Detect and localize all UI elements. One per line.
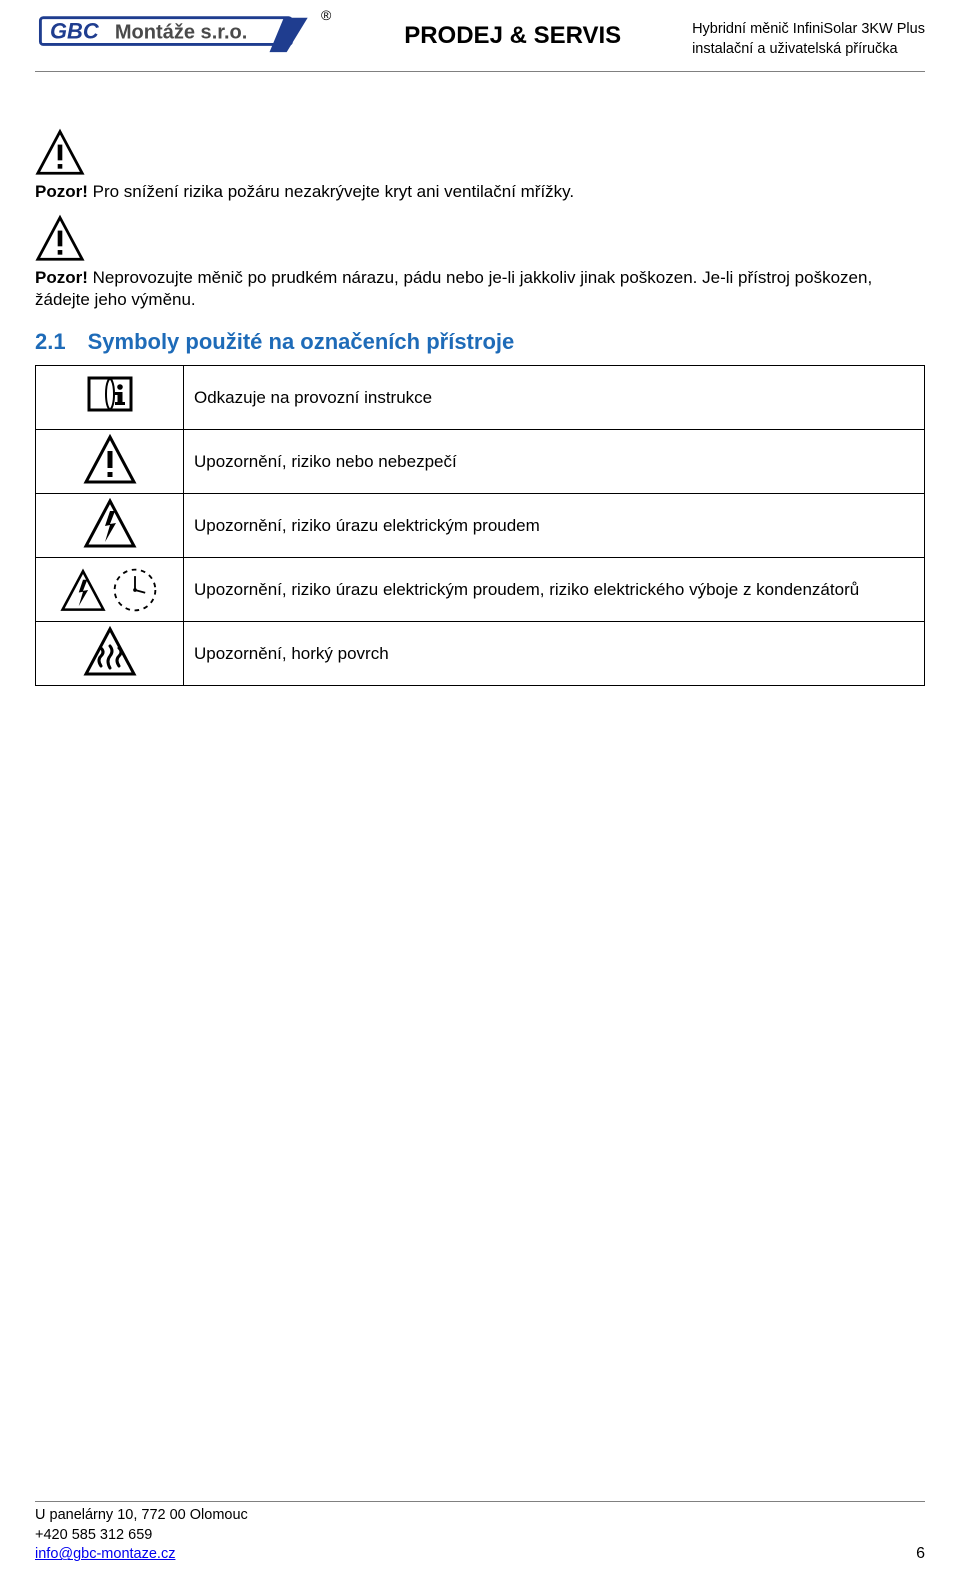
warning-block-1: Pozor! Pro snížení rizika požáru nezakrý… bbox=[35, 127, 925, 203]
symbol-cell bbox=[36, 366, 184, 430]
footer-phone: +420 585 312 659 bbox=[35, 1526, 925, 1546]
section-number: 2.1 bbox=[35, 329, 66, 354]
registered-mark: ® bbox=[321, 7, 331, 23]
warning-text-1: Pozor! Pro snížení rizika požáru nezakrý… bbox=[35, 181, 925, 203]
company-logo bbox=[35, 12, 315, 54]
company-logo-block: ® bbox=[35, 10, 333, 54]
hot-surface-icon bbox=[83, 626, 137, 676]
warning-icon bbox=[35, 127, 85, 177]
warning-body: Neprovozujte měnič po prudkém nárazu, pá… bbox=[35, 268, 872, 309]
page-number: 6 bbox=[916, 1543, 925, 1565]
symbol-description: Upozornění, horký povrch bbox=[184, 622, 925, 686]
warning-icon bbox=[35, 213, 85, 263]
warning-prefix: Pozor! bbox=[35, 268, 88, 287]
table-row: Upozornění, riziko úrazu elektrickým pro… bbox=[36, 558, 925, 622]
symbol-cell bbox=[36, 622, 184, 686]
symbol-table: Odkazuje na provozní instrukce Upozorněn… bbox=[35, 365, 925, 686]
symbol-cell bbox=[36, 558, 184, 622]
section-title: Symboly použité na označeních přístroje bbox=[88, 329, 515, 354]
manual-type: instalační a uživatelská příručka bbox=[692, 40, 925, 60]
shock-icon bbox=[83, 498, 137, 548]
symbol-description: Upozornění, riziko úrazu elektrickým pro… bbox=[184, 494, 925, 558]
product-name: Hybridní měnič InfiniSolar 3KW Plus bbox=[692, 20, 925, 40]
symbol-description: Upozornění, riziko úrazu elektrickým pro… bbox=[184, 558, 925, 622]
manual-icon bbox=[83, 370, 137, 420]
symbol-description: Upozornění, riziko nebo nebezpečí bbox=[184, 430, 925, 494]
table-row: Upozornění, riziko úrazu elektrickým pro… bbox=[36, 494, 925, 558]
warning-text-2: Pozor! Neprovozujte měnič po prudkém nár… bbox=[35, 267, 925, 311]
table-row: Upozornění, riziko nebo nebezpečí bbox=[36, 430, 925, 494]
warning-block-2: Pozor! Neprovozujte měnič po prudkém nár… bbox=[35, 213, 925, 311]
warning-prefix: Pozor! bbox=[35, 182, 88, 201]
warning-body: Pro snížení rizika požáru nezakrývejte k… bbox=[88, 182, 574, 201]
footer-address: U panelárny 10, 772 00 Olomouc bbox=[35, 1506, 925, 1526]
table-row: Upozornění, horký povrch bbox=[36, 622, 925, 686]
section-heading: 2.1 Symboly použité na označeních přístro… bbox=[35, 329, 925, 355]
header-center-title: PRODEJ & SERVIS bbox=[404, 10, 621, 50]
symbol-description: Odkazuje na provozní instrukce bbox=[184, 366, 925, 430]
page-footer: U panelárny 10, 772 00 Olomouc +420 585 … bbox=[35, 1493, 925, 1565]
delay-clock-icon bbox=[110, 565, 160, 615]
symbol-cell bbox=[36, 430, 184, 494]
warning-icon bbox=[83, 434, 137, 484]
shock-icon bbox=[60, 565, 106, 615]
footer-divider bbox=[35, 1501, 925, 1502]
symbol-cell bbox=[36, 494, 184, 558]
table-row: Odkazuje na provozní instrukce bbox=[36, 366, 925, 430]
page-content: Pozor! Pro snížení rizika požáru nezakrý… bbox=[35, 72, 925, 686]
header-product-info: Hybridní měnič InfiniSolar 3KW Plus inst… bbox=[692, 10, 925, 59]
footer-email-link[interactable]: info@gbc-montaze.cz bbox=[35, 1546, 175, 1562]
page-header: ® PRODEJ & SERVIS Hybridní měnič InfiniS… bbox=[35, 10, 925, 65]
